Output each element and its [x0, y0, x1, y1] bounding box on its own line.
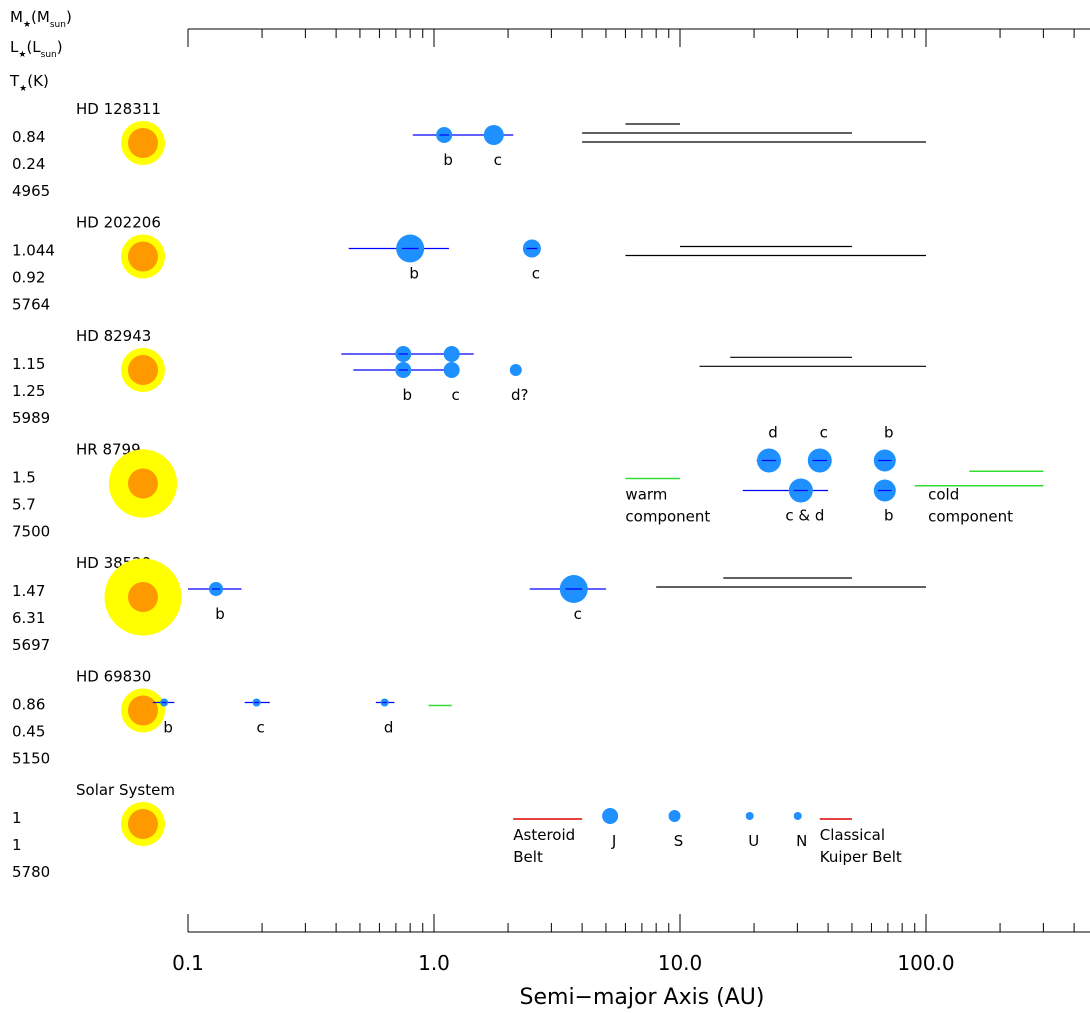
star-luminosity: 0.24 [12, 155, 45, 173]
annotation-label: Belt [513, 848, 543, 866]
system-solar-system: Solar System 1 1 5780 J S U N Asteroid Belt Classi… [12, 781, 902, 881]
planet-marker [602, 808, 619, 824]
planet-label: d [384, 719, 394, 737]
planet-label: d [768, 424, 778, 442]
planet-marker [668, 810, 681, 822]
star-core [128, 128, 158, 158]
planet-label: b [215, 605, 225, 623]
star-temperature: 4965 [12, 182, 50, 200]
annotation-label: Kuiper Belt [820, 848, 902, 866]
star-mass: 1.044 [12, 242, 55, 260]
system-name: Solar System [76, 781, 175, 799]
annotation-label: Asteroid [513, 826, 575, 844]
system-name: HR 8799 [76, 441, 141, 459]
x-tick-label: 10.0 [658, 951, 703, 975]
star-temperature: 5780 [12, 863, 50, 881]
system-name: HD 202206 [76, 214, 161, 232]
planet-label: b [884, 424, 894, 442]
annotation-label: warm [625, 486, 667, 504]
planet-marker [793, 812, 802, 820]
planet-label: d? [511, 386, 528, 404]
annotation-label: cold [928, 486, 959, 504]
planet-label: b [163, 719, 173, 737]
annotation-label: component [625, 508, 710, 526]
planet-label: c [256, 719, 264, 737]
stellar-parameter-header: M★(Msun) L★(Lsun) T★(K) [9, 8, 72, 94]
planet-marker [509, 364, 522, 376]
star-mass: 1.47 [12, 582, 45, 600]
header-luminosity-label: L★(Lsun) [10, 38, 63, 60]
star-mass: 1 [12, 809, 22, 827]
planet-marker [483, 125, 504, 145]
planet-label: b [884, 507, 894, 525]
star-luminosity: 6.31 [12, 609, 45, 627]
star-mass: 1.15 [12, 355, 45, 373]
planet-label: U [748, 832, 759, 850]
planet-label: c [574, 605, 582, 623]
system-hr-8799: HR 8799 1.5 5.7 7500 d c b c & d b warm component c… [12, 424, 1044, 541]
system-hd-82943: HD 82943 1.15 1.25 5989 b c d? [12, 327, 926, 427]
star-core [128, 355, 158, 385]
star-core [128, 809, 158, 839]
x-axis-label: Semi−major Axis (AU) [520, 985, 765, 1010]
x-tick-label: 0.1 [172, 951, 204, 975]
planet-label: S [674, 832, 684, 850]
star-luminosity: 1 [12, 836, 22, 854]
axes: 0.1 1.0 10.0 100.0 [172, 28, 1090, 975]
star-core [128, 695, 158, 726]
star-core [128, 241, 158, 272]
star-luminosity: 5.7 [12, 496, 36, 514]
planet-marker [745, 812, 754, 820]
star-luminosity: 1.25 [12, 382, 45, 400]
system-name: HD 82943 [76, 327, 151, 345]
planet-label: c [532, 265, 540, 283]
planet-label: c [452, 386, 460, 404]
planet-label: c & d [785, 507, 824, 525]
annotation-label: Classical [820, 826, 885, 844]
star-temperature: 5989 [12, 409, 50, 427]
system-hd-69830: HD 69830 0.86 0.45 5150 b c d [12, 668, 452, 768]
header-temperature-label: T★(K) [9, 72, 49, 94]
star-temperature: 5764 [12, 296, 50, 314]
star-core [128, 582, 158, 612]
star-mass: 0.86 [12, 696, 45, 714]
system-hd-202206: HD 202206 1.044 0.92 5764 b c [12, 214, 926, 314]
planet-label: J [611, 832, 616, 850]
planet-label: b [402, 386, 412, 404]
star-temperature: 7500 [12, 523, 50, 541]
planet-label: N [796, 832, 807, 850]
system-name: HD 69830 [76, 668, 151, 686]
planet-label: c [820, 424, 828, 442]
star-core [128, 468, 158, 499]
star-luminosity: 0.92 [12, 269, 45, 287]
planet-marker [443, 346, 460, 362]
star-luminosity: 0.45 [12, 723, 45, 741]
star-mass: 0.84 [12, 128, 45, 146]
x-tick-label: 1.0 [418, 951, 450, 975]
header-mass-label: M★(Msun) [10, 8, 72, 30]
annotation-label: component [928, 508, 1013, 526]
planetary-systems: HD 128311 0.84 0.24 4965 b c HD 202206 1.044 0.9… [12, 100, 1044, 881]
planet-marker [443, 362, 460, 378]
planet-label: b [409, 265, 419, 283]
star-temperature: 5150 [12, 750, 50, 768]
system-hd-128311: HD 128311 0.84 0.24 4965 b c [12, 100, 926, 200]
x-tick-label: 100.0 [897, 951, 954, 975]
star-mass: 1.5 [12, 469, 36, 487]
star-temperature: 5697 [12, 636, 50, 654]
planet-label: c [494, 151, 502, 169]
planet-label: b [443, 151, 453, 169]
system-name: HD 128311 [76, 100, 161, 118]
